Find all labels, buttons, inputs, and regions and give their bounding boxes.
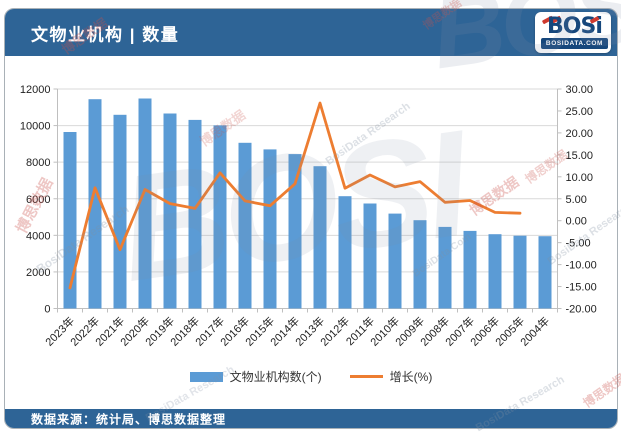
chart-legend: 文物业机构数(个) 增长(%): [5, 368, 617, 385]
legend-bar-swatch-icon: [189, 371, 223, 382]
legend-label: 文物业机构数(个): [229, 370, 322, 384]
logo-site-label: BOSIDATA.COM: [541, 38, 608, 49]
chart-card: 文物业机构 | 数量 BOSi BOSIDATA.COM 文物业机构数(个) 增长…: [4, 8, 618, 429]
header-bar: 文物业机构 | 数量 BOSi BOSIDATA.COM: [5, 9, 617, 56]
page-title: 文物业机构 | 数量: [31, 25, 180, 44]
legend-label: 增长(%): [389, 370, 433, 384]
footer-bar: 数据来源：统计局、博思数据整理: [5, 409, 617, 428]
legend-line-swatch-icon: [349, 375, 383, 378]
bosi-logo: BOSi BOSIDATA.COM: [535, 12, 611, 53]
data-source-label: 数据来源：统计局、博思数据整理: [31, 412, 227, 426]
logo-wordmark: BOSi: [547, 14, 603, 39]
legend-item: 增长(%): [349, 368, 433, 385]
legend-item: 文物业机构数(个): [189, 368, 322, 385]
